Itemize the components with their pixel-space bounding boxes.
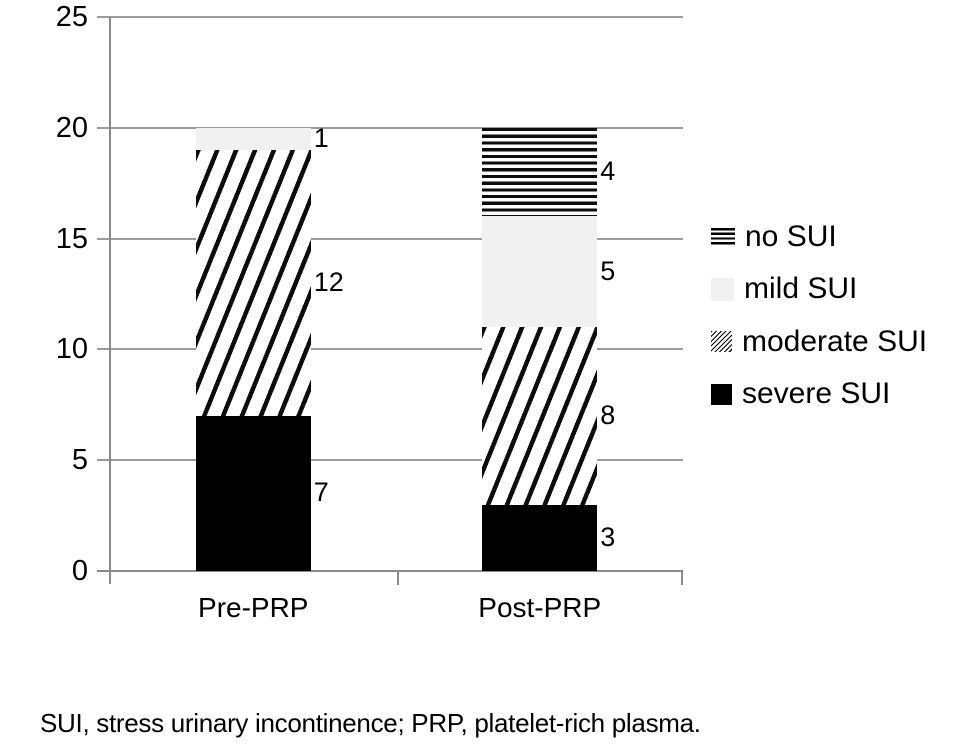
y-axis-tick-label: 20 <box>55 111 88 144</box>
x-axis-label-pre-prp: Pre-PRP <box>198 592 309 623</box>
y-axis-line <box>109 17 111 584</box>
legend-label: severe SUI <box>742 377 891 411</box>
legend-swatch-no-sui <box>711 228 735 246</box>
x-axis-line <box>97 570 683 572</box>
data-label-pre-prp-severe-sui: 7 <box>313 477 329 508</box>
y-axis-tick-label: 0 <box>71 555 88 587</box>
x-axis-tick <box>396 572 399 585</box>
legend-label: mild SUI <box>744 272 858 306</box>
figure-caption: SUI, stress urinary incontinence; PRP, p… <box>40 708 701 738</box>
legend-swatch-moderate-sui <box>711 331 732 353</box>
y-axis-tick-label: 15 <box>55 222 88 255</box>
legend-item-moderate-sui: moderate SUI <box>711 324 927 360</box>
data-label-pre-prp-mild-sui: 1 <box>313 122 329 153</box>
gridline <box>97 348 683 351</box>
data-label-post-prp-severe-sui: 3 <box>600 521 616 552</box>
post-prp-severe-sui-segment <box>482 504 598 571</box>
legend: no SUI mild SUI moderate SUI severe SUI <box>711 0 969 460</box>
x-axis-label-post-prp: Post-PRP <box>478 592 602 623</box>
y-axis-tick-label: 10 <box>55 333 88 366</box>
gridline <box>97 459 683 462</box>
pre-prp-moderate-sui-segment <box>195 149 311 416</box>
pre-prp-severe-sui-segment <box>195 415 311 571</box>
gridline <box>97 16 683 18</box>
legend-label: no SUI <box>745 220 837 253</box>
post-prp-moderate-sui-segment <box>482 327 598 505</box>
gridline <box>97 237 683 240</box>
legend-label: moderate SUI <box>742 324 928 358</box>
legend-item-severe-sui: severe SUI <box>711 376 890 412</box>
data-label-post-prp-mild-sui: 5 <box>600 255 616 286</box>
data-label-pre-prp-moderate-sui: 12 <box>313 266 344 297</box>
legend-swatch-mild-sui <box>711 277 734 301</box>
x-axis-tick <box>681 572 683 585</box>
post-prp-mild-sui-segment <box>482 216 598 328</box>
y-axis-tick-label: 5 <box>71 444 88 477</box>
legend-item-no-sui: no SUI <box>711 219 837 255</box>
pre-prp-mild-sui-segment <box>195 127 311 150</box>
post-prp-no-sui-segment <box>482 127 598 217</box>
legend-swatch-severe-sui <box>711 383 732 405</box>
legend-item-mild-sui: mild SUI <box>711 271 857 307</box>
data-label-post-prp-moderate-sui: 8 <box>600 399 616 430</box>
gridline <box>97 126 683 129</box>
data-label-post-prp-no-sui: 4 <box>600 156 616 187</box>
y-axis-tick-label: 25 <box>55 1 88 33</box>
